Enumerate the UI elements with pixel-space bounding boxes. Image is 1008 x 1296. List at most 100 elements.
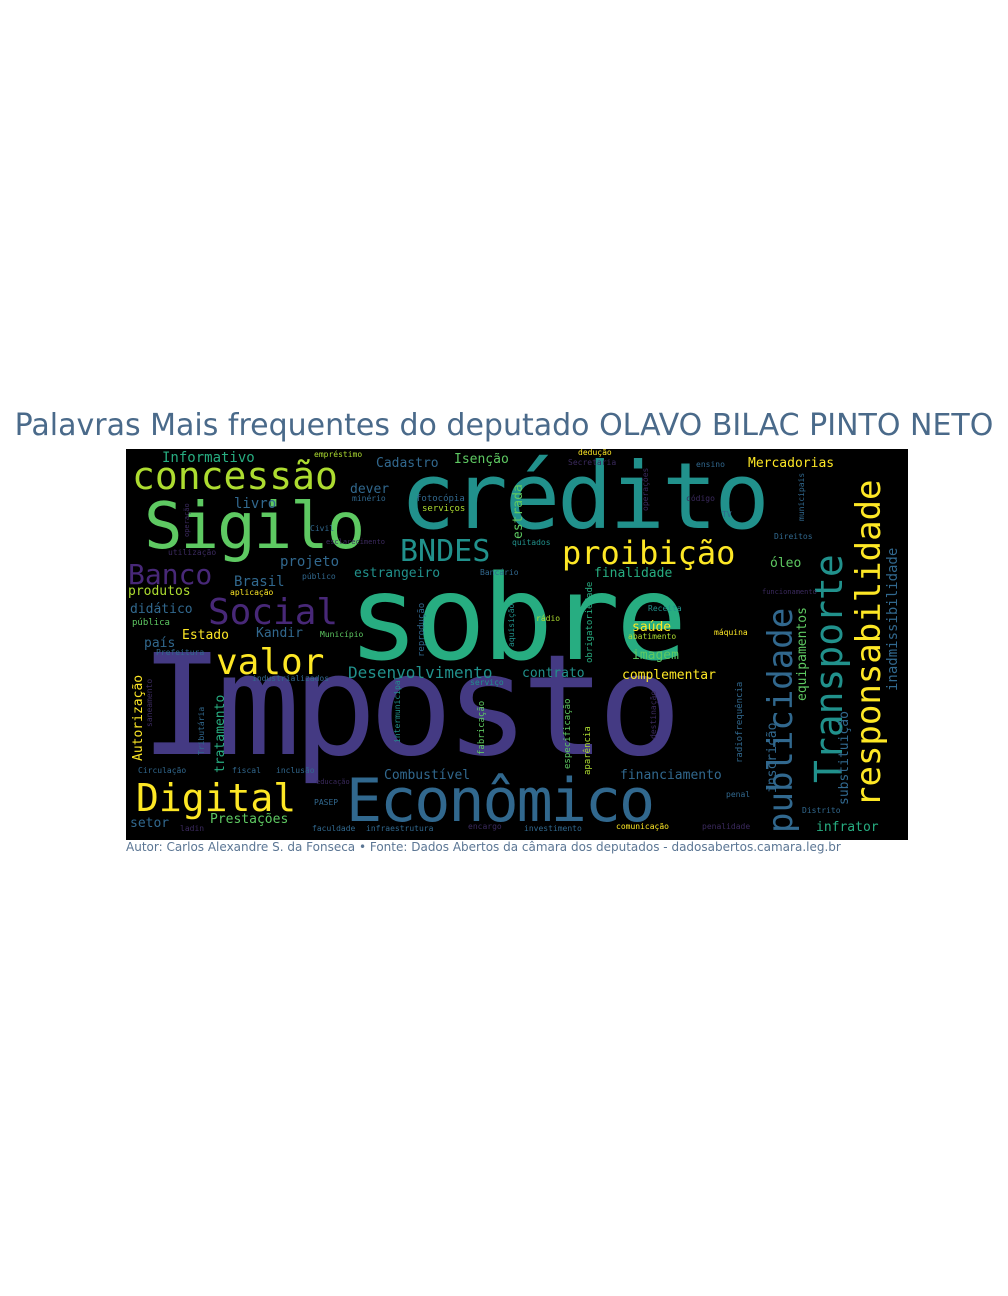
word-produtos: produtos xyxy=(128,584,191,599)
word-finalidade: finalidade xyxy=(594,566,673,581)
word-faculdade: faculdade xyxy=(312,824,356,833)
word-infrator: infrator xyxy=(816,820,879,835)
word-publicidade: publicidade xyxy=(761,607,801,833)
word-publica: pública xyxy=(132,618,170,628)
word-financiamento: financiamento xyxy=(620,768,722,783)
word-penal: penal xyxy=(726,790,751,799)
word-didatico: didático xyxy=(130,602,193,617)
word-informativo: Informativo xyxy=(162,450,255,466)
word-dever: dever xyxy=(350,482,390,497)
word-tv: TV xyxy=(722,510,732,519)
word-credito: crédito xyxy=(400,449,770,550)
word-pais: país xyxy=(144,636,176,651)
word-setor: setor xyxy=(130,816,170,831)
word-circulacao: Circulação xyxy=(138,766,187,775)
word-inscricao: inscrição xyxy=(765,722,780,793)
word-radio: rádio xyxy=(536,614,561,623)
word-banco: Banco xyxy=(128,558,213,591)
word-brasil: Brasil xyxy=(234,574,285,590)
word-complementar: complementar xyxy=(622,668,716,683)
word-distrito: Distrito xyxy=(802,806,841,815)
word-especificacao: especificação xyxy=(563,698,573,769)
word-inclusao: inclusão xyxy=(276,766,315,775)
word-municipais: municipais xyxy=(797,472,806,521)
word-cloud: Imposto sobre crédito Econômico Sigilo c… xyxy=(126,449,908,840)
word-ensino: ensino xyxy=(696,460,725,469)
word-sobre: sobre xyxy=(348,549,687,687)
word-obrigatoriedade: obrigatoriedade xyxy=(585,581,595,663)
word-estado: Estado xyxy=(182,628,229,643)
word-encargo: encargo xyxy=(468,822,502,831)
word-proibicao: proibição xyxy=(562,534,736,572)
chart-title: Palavras Mais frequentes do deputado OLA… xyxy=(14,408,994,443)
word-operacoes: operações xyxy=(641,467,650,511)
word-fiscal: fiscal xyxy=(232,766,261,775)
word-educacao: educação xyxy=(316,778,350,786)
word-imposto: Imposto xyxy=(140,625,682,788)
word-ladin: ladin xyxy=(180,824,205,833)
word-aparencia: aparência xyxy=(583,726,593,775)
word-bancario: Bancário xyxy=(480,568,519,577)
word-autorizacao: Autorização xyxy=(131,674,146,761)
word-servico: serviço xyxy=(470,678,504,687)
word-civil: Civil xyxy=(310,524,335,533)
word-codigo: código xyxy=(686,494,715,503)
word-aquisicao: aquisição xyxy=(507,603,516,647)
word-responsabilidade: responsabilidade xyxy=(849,479,889,807)
word-radiofrequencia: radiofrequência xyxy=(735,681,745,763)
word-emprestimo: empréstimo xyxy=(314,450,363,459)
word-cadastro: Cadastro xyxy=(376,456,439,471)
word-infraestrutura: infraestrutura xyxy=(366,824,434,833)
word-concessao: concessão xyxy=(132,454,338,498)
word-secretaria: Secretaria xyxy=(568,458,617,467)
word-comunicacao: comunicação xyxy=(616,822,669,831)
word-isencao: Isenção xyxy=(454,452,509,467)
word-reproducao: reprodução xyxy=(417,602,427,657)
word-estrada: estrada xyxy=(511,484,526,539)
source-footer: Autor: Carlos Alexandre S. da Fonseca • … xyxy=(126,840,841,854)
word-sigilo: Sigilo xyxy=(144,490,365,564)
word-imagem: imagem xyxy=(632,648,679,663)
word-oleo: óleo xyxy=(770,556,802,571)
word-investimento: investimento xyxy=(524,824,582,833)
word-inadmissibilidade: inadmissibilidade xyxy=(885,547,901,691)
word-operacao: operação xyxy=(183,503,191,537)
word-municipio: Município xyxy=(320,630,364,639)
word-intermunicipal: intermunicipal xyxy=(393,675,402,743)
word-equipamentos: equipamentos xyxy=(795,607,810,701)
word-utilizacao: utilização xyxy=(168,548,217,557)
word-abatimento: abatimento xyxy=(628,632,677,641)
word-economico: Econômico xyxy=(346,766,655,836)
word-saude: saúde xyxy=(632,620,672,635)
word-aplicacao: aplicação xyxy=(230,588,274,597)
word-contrato: contrato xyxy=(522,666,585,681)
word-estrangeiro: estrangeiro xyxy=(354,566,441,581)
word-social: Social xyxy=(208,592,339,633)
word-penalidade: penalidade xyxy=(702,822,751,831)
word-substituicao: substituição xyxy=(837,711,852,805)
word-fabricacao: fabricação xyxy=(477,700,487,755)
word-tributaria: Tributária xyxy=(197,706,206,755)
word-mercadorias: Mercadorias xyxy=(748,456,835,471)
word-fotocopia: fotocópia xyxy=(416,494,465,504)
word-prestacoes: Prestações xyxy=(210,812,289,827)
word-quitados: quitados xyxy=(512,538,551,547)
word-kandir: Kandir xyxy=(256,626,303,641)
word-servicos: serviços xyxy=(422,504,466,514)
word-receita: Receita xyxy=(648,604,682,613)
word-pasep: PASEP xyxy=(314,798,339,807)
word-saneamento: saneamento xyxy=(145,678,154,727)
word-digital: Digital xyxy=(136,776,297,820)
word-tratamento: tratamento xyxy=(213,694,228,773)
word-bndes: BNDES xyxy=(400,534,491,569)
word-industrializados: industrializados xyxy=(252,674,330,683)
word-combustivel: Combustível xyxy=(384,768,471,783)
word-destinacao: destinação xyxy=(649,690,658,739)
word-esclarecimento: esclarecimento xyxy=(326,538,386,546)
word-desenvolvimento: Desenvolvimento xyxy=(348,663,493,682)
word-maquina: máquina xyxy=(714,628,748,637)
word-projeto: projeto xyxy=(280,554,340,570)
word-prefeitura: Prefeitura xyxy=(156,648,205,657)
word-funcionamento: funcionamento xyxy=(762,588,817,596)
word-publico: público xyxy=(302,572,336,581)
